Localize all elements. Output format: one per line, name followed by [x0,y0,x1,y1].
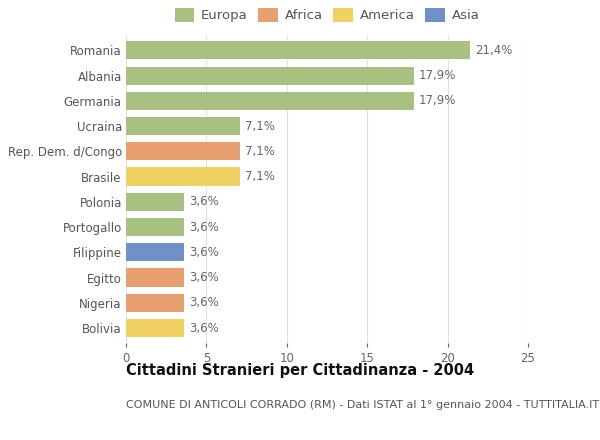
Bar [126,92,414,110]
Text: 3,6%: 3,6% [189,246,218,259]
Bar [126,117,240,135]
Text: 3,6%: 3,6% [189,195,218,208]
Text: 3,6%: 3,6% [189,322,218,334]
Text: 17,9%: 17,9% [419,69,456,82]
Text: 21,4%: 21,4% [475,44,512,57]
Bar [126,193,184,211]
Bar [126,218,184,236]
Bar [126,142,240,161]
Legend: Europa, Africa, America, Asia: Europa, Africa, America, Asia [175,8,479,22]
Text: 3,6%: 3,6% [189,220,218,234]
Bar [126,319,184,337]
Bar [126,168,240,186]
Bar [126,243,184,261]
Text: 7,1%: 7,1% [245,170,275,183]
Text: Cittadini Stranieri per Cittadinanza - 2004: Cittadini Stranieri per Cittadinanza - 2… [126,363,474,378]
Bar [126,294,184,312]
Text: 7,1%: 7,1% [245,120,275,132]
Text: 7,1%: 7,1% [245,145,275,158]
Text: COMUNE DI ANTICOLI CORRADO (RM) - Dati ISTAT al 1° gennaio 2004 - TUTTITALIA.IT: COMUNE DI ANTICOLI CORRADO (RM) - Dati I… [126,400,599,411]
Bar [126,41,470,59]
Bar [126,268,184,286]
Text: 3,6%: 3,6% [189,296,218,309]
Bar [126,66,414,84]
Text: 3,6%: 3,6% [189,271,218,284]
Text: 17,9%: 17,9% [419,94,456,107]
